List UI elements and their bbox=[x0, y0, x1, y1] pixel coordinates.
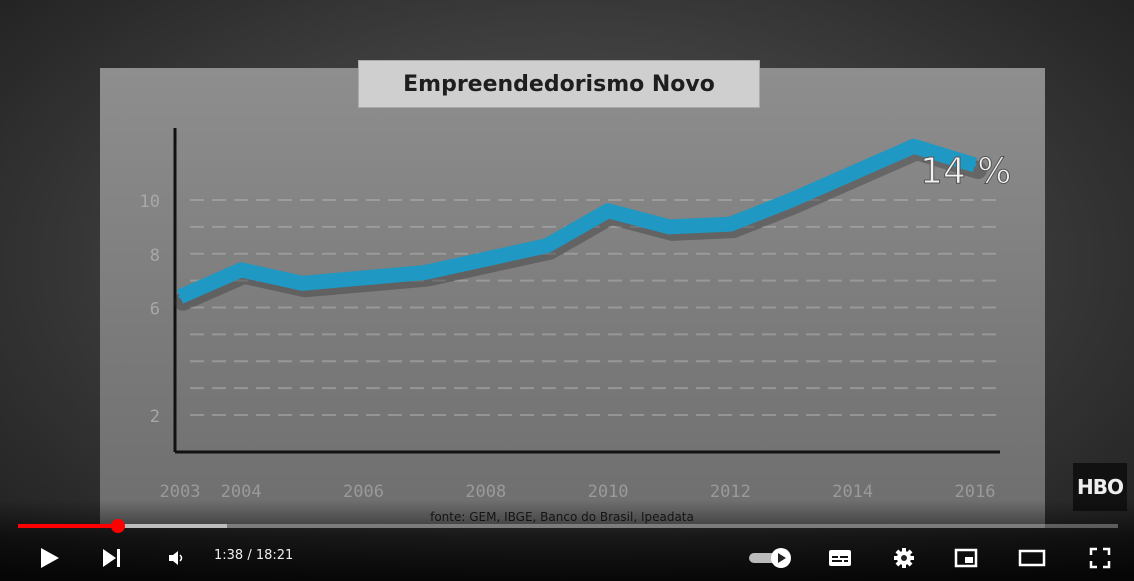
y-tick-label: 8 bbox=[150, 246, 160, 266]
data-point bbox=[300, 281, 304, 285]
y-tick-label: 6 bbox=[150, 300, 160, 320]
data-point bbox=[178, 295, 182, 299]
chart-title: Empreendedorismo Novo bbox=[358, 60, 760, 108]
data-point bbox=[973, 163, 977, 167]
subtitles-icon bbox=[829, 550, 851, 566]
miniplayer-button[interactable] bbox=[944, 540, 988, 576]
play-button[interactable] bbox=[30, 540, 70, 576]
next-icon bbox=[103, 549, 120, 567]
data-point bbox=[912, 144, 916, 148]
data-point bbox=[728, 222, 732, 226]
x-tick-label: 2010 bbox=[588, 482, 629, 502]
data-point bbox=[790, 198, 794, 202]
gear-icon bbox=[894, 548, 914, 568]
series-line bbox=[176, 138, 978, 304]
x-tick-label: 2004 bbox=[221, 482, 262, 502]
progress-bar[interactable] bbox=[18, 519, 1118, 533]
data-point bbox=[851, 171, 855, 175]
x-tick-label: 2016 bbox=[955, 482, 996, 502]
data-point bbox=[667, 225, 671, 229]
data-point bbox=[361, 276, 365, 280]
data-point bbox=[545, 244, 549, 248]
controls-gradient bbox=[0, 500, 1134, 581]
settings-button[interactable] bbox=[882, 540, 926, 576]
x-tick-label: 2012 bbox=[710, 482, 751, 502]
duration: 18:21 bbox=[255, 548, 294, 563]
volume-button[interactable] bbox=[156, 540, 196, 576]
peak-annotation: 14 % bbox=[920, 151, 1011, 192]
data-point bbox=[239, 268, 243, 272]
autoplay-toggle[interactable] bbox=[745, 540, 797, 576]
x-tick-label: 2006 bbox=[343, 482, 384, 502]
fullscreen-icon bbox=[1089, 547, 1111, 569]
subtitles-button[interactable] bbox=[818, 540, 862, 576]
time-separator: / bbox=[243, 548, 256, 563]
data-point bbox=[423, 271, 427, 275]
current-time: 1:38 bbox=[214, 548, 244, 563]
y-tick-label: 2 bbox=[150, 407, 160, 427]
scrubber-handle[interactable] bbox=[111, 519, 126, 533]
y-tick-label: 10 bbox=[140, 192, 160, 212]
x-tick-label: 2008 bbox=[465, 482, 506, 502]
volume-icon bbox=[169, 551, 183, 565]
data-point bbox=[484, 257, 488, 261]
played-bar bbox=[18, 524, 119, 528]
x-tick-label: 2014 bbox=[832, 482, 873, 502]
play-icon bbox=[41, 548, 59, 568]
theater-button[interactable] bbox=[1010, 540, 1054, 576]
autoplay-toggle-icon bbox=[749, 548, 791, 568]
fullscreen-button[interactable] bbox=[1078, 540, 1122, 576]
next-button[interactable] bbox=[92, 540, 132, 576]
data-point bbox=[606, 209, 610, 213]
miniplayer-icon bbox=[954, 548, 978, 568]
theater-icon bbox=[1018, 549, 1046, 567]
x-tick-label: 2003 bbox=[160, 482, 201, 502]
time-display: 1:38 / 18:21 bbox=[214, 546, 293, 566]
